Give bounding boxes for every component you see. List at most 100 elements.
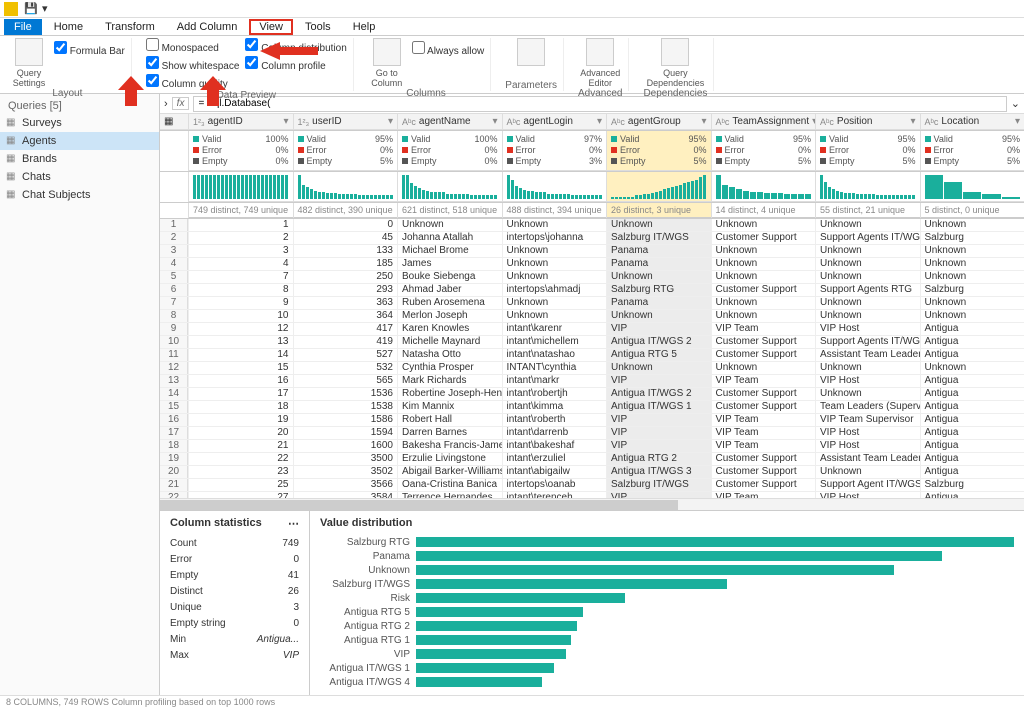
menu-file[interactable]: File — [4, 19, 42, 35]
cell[interactable]: 1 — [188, 219, 293, 231]
cell[interactable]: Karen Knowles — [397, 323, 502, 335]
cell[interactable]: Antigua — [920, 323, 1024, 335]
formula-bar-checkbox[interactable]: Formula Bar — [54, 41, 125, 57]
table-row[interactable]: 68293Ahmad Jaberintertops\ahmadjSalzburg… — [160, 284, 1024, 297]
cell[interactable]: Unknown — [606, 362, 711, 374]
cell[interactable]: VIP — [606, 323, 711, 335]
column-distribution-checkbox[interactable]: Column distribution — [245, 38, 346, 54]
cell[interactable]: Unknown — [711, 245, 816, 257]
table-row[interactable]: 912417Karen Knowlesintant\karenrVIPVIP T… — [160, 323, 1024, 336]
cell[interactable]: 25 — [188, 479, 293, 491]
cell[interactable]: Erzulie Livingstone — [397, 453, 502, 465]
cell[interactable]: Antigua RTG 2 — [606, 453, 711, 465]
cell[interactable]: Unknown — [920, 362, 1024, 374]
cell[interactable]: intant\natashao — [502, 349, 607, 361]
cell[interactable]: Antigua RTG 5 — [606, 349, 711, 361]
cell[interactable]: Customer Support — [711, 388, 816, 400]
cell[interactable]: Unknown — [920, 271, 1024, 283]
cell[interactable]: Assistant Team Leaders (Seniors) RTG — [815, 349, 920, 361]
table-row[interactable]: 1013419Michelle Maynardintant\michellemA… — [160, 336, 1024, 349]
cell[interactable]: 3 — [188, 245, 293, 257]
datatype-icon[interactable]: 1²₃ — [298, 117, 310, 127]
monospaced-checkbox[interactable]: Monospaced — [146, 38, 240, 54]
goto-column-button[interactable]: Go to Column — [368, 38, 406, 88]
cell[interactable]: Unknown — [606, 219, 711, 231]
cell[interactable]: 250 — [293, 271, 398, 283]
cell[interactable]: Natasha Otto — [397, 349, 502, 361]
cell[interactable]: Bouke Siebenga — [397, 271, 502, 283]
cell[interactable]: VIP Team — [711, 323, 816, 335]
table-row[interactable]: 44185JamesUnknownPanamaUnknownUnknownUnk… — [160, 258, 1024, 271]
cell[interactable]: Salzburg — [920, 479, 1024, 491]
cell[interactable]: intertops\ahmadj — [502, 284, 607, 296]
cell[interactable]: Salzburg — [920, 284, 1024, 296]
table-row[interactable]: 17201594Darren Barnesintant\darrenbVIPVI… — [160, 427, 1024, 440]
query-dependencies-button[interactable]: Query Dependencies — [656, 38, 694, 88]
cell[interactable]: 14 — [188, 349, 293, 361]
cell[interactable]: Antigua IT/WGS 2 — [606, 388, 711, 400]
cell[interactable]: Customer Support — [711, 232, 816, 244]
cell[interactable]: Salzburg IT/WGS — [606, 479, 711, 491]
column-header[interactable]: AᵇcagentLogin▾ — [503, 114, 607, 130]
cell[interactable]: Darren Barnes — [397, 427, 502, 439]
cell[interactable]: Customer Support — [711, 479, 816, 491]
cell[interactable]: intant\karenr — [502, 323, 607, 335]
cell[interactable]: VIP — [606, 375, 711, 387]
cell[interactable]: 2 — [188, 232, 293, 244]
cell[interactable]: Unknown — [815, 219, 920, 231]
cell[interactable]: Robert Hall — [397, 414, 502, 426]
cell[interactable]: Unknown — [502, 245, 607, 257]
cell[interactable]: Unknown — [606, 310, 711, 322]
table-row[interactable]: 15181538Kim Mannixintant\kimmaAntigua IT… — [160, 401, 1024, 414]
table-row[interactable]: 110UnknownUnknownUnknownUnknownUnknownUn… — [160, 219, 1024, 232]
table-row[interactable]: 33133Michael BromeUnknownPanamaUnknownUn… — [160, 245, 1024, 258]
column-header[interactable]: 1²₃agentID▾ — [189, 114, 293, 130]
filter-dropdown-icon[interactable]: ▾ — [910, 116, 915, 127]
cell[interactable]: Salzburg IT/WGS — [606, 232, 711, 244]
value-dist-row[interactable]: Antigua RTG 5 — [320, 605, 1014, 619]
table-row[interactable]: 21253566Oana-Cristina Banicaintertops\oa… — [160, 479, 1024, 492]
cell[interactable]: Antigua — [920, 440, 1024, 452]
cell[interactable]: 293 — [293, 284, 398, 296]
table-row[interactable]: 14171536Robertine Joseph-Henryintant\rob… — [160, 388, 1024, 401]
chevron-right-icon[interactable]: › — [164, 98, 168, 110]
cell[interactable]: 10 — [188, 310, 293, 322]
cell[interactable]: Unknown — [502, 219, 607, 231]
cell[interactable]: 0 — [293, 219, 398, 231]
cell[interactable]: Michael Brome — [397, 245, 502, 257]
cell[interactable]: Michelle Maynard — [397, 336, 502, 348]
column-header[interactable]: AᵇcLocation▾ — [921, 114, 1024, 130]
menu-transform[interactable]: Transform — [95, 19, 165, 35]
cell[interactable]: INTANT\cynthia — [502, 362, 607, 374]
cell[interactable]: Unknown — [502, 297, 607, 309]
datatype-icon[interactable]: 1²₃ — [193, 117, 205, 127]
table-row[interactable]: 1114527Natasha Ottointant\natashaoAntigu… — [160, 349, 1024, 362]
cell[interactable]: 417 — [293, 323, 398, 335]
show-whitespace-checkbox[interactable]: Show whitespace — [146, 56, 240, 72]
cell[interactable]: 419 — [293, 336, 398, 348]
cell[interactable]: Support Agents RTG — [815, 284, 920, 296]
cell[interactable]: VIP Team — [711, 414, 816, 426]
cell[interactable]: Unknown — [815, 245, 920, 257]
cell[interactable]: Unknown — [920, 245, 1024, 257]
filter-dropdown-icon[interactable]: ▾ — [701, 116, 706, 127]
cell[interactable]: 16 — [188, 375, 293, 387]
cell[interactable]: 363 — [293, 297, 398, 309]
value-dist-row[interactable]: VIP — [320, 647, 1014, 661]
always-allow-checkbox[interactable]: Always allow — [412, 41, 484, 57]
query-item[interactable]: Agents — [0, 132, 159, 150]
cell[interactable]: intant\roberth — [502, 414, 607, 426]
more-icon[interactable]: ⋯ — [288, 517, 299, 530]
cell[interactable]: 1538 — [293, 401, 398, 413]
cell[interactable]: 21 — [188, 440, 293, 452]
cell[interactable]: VIP Host — [815, 440, 920, 452]
cell[interactable]: Customer Support — [711, 401, 816, 413]
table-row[interactable]: 16191586Robert Hallintant\roberthVIPVIP … — [160, 414, 1024, 427]
cell[interactable]: Support Agent IT/WGS — [815, 479, 920, 491]
cell[interactable]: 18 — [188, 401, 293, 413]
value-dist-row[interactable]: Salzburg IT/WGS — [320, 577, 1014, 591]
cell[interactable]: Antigua — [920, 349, 1024, 361]
cell[interactable]: Panama — [606, 245, 711, 257]
datatype-icon[interactable]: Aᵇc — [402, 117, 416, 127]
query-item[interactable]: Surveys — [0, 114, 159, 132]
